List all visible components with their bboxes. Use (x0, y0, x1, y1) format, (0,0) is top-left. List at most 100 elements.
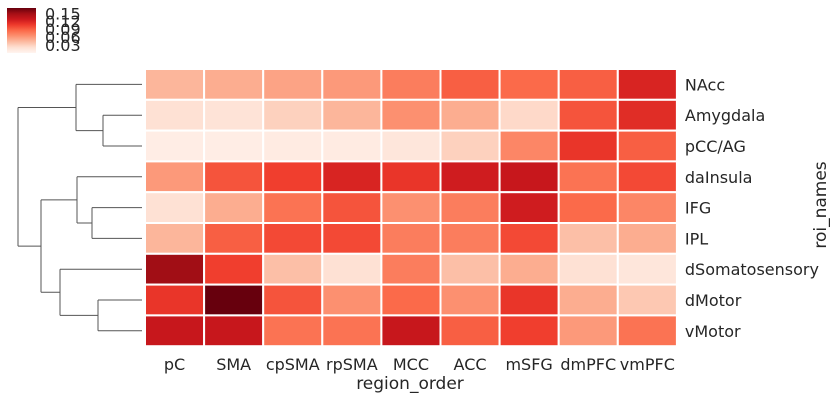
colorbar-tick-label: 0.03 (45, 36, 81, 55)
heatmap-cell (321, 283, 383, 317)
heatmap-cell (439, 283, 501, 317)
heatmap-cell (262, 160, 324, 194)
column-label: MCC (393, 355, 429, 374)
colorbar-tick-label: 0.06 (45, 28, 81, 47)
heatmap-cell (439, 129, 501, 163)
colorbar-gradient (7, 8, 36, 53)
heatmap-cell (439, 222, 501, 255)
heatmap-cell (203, 252, 265, 286)
heatmap-cell (144, 222, 206, 255)
heatmap-cell (203, 283, 265, 317)
heatmap-cell (498, 68, 560, 101)
heatmap-cell (321, 98, 383, 132)
heatmap-cell (616, 191, 678, 224)
heatmap-cell (262, 68, 324, 101)
column-label: SMA (216, 355, 251, 374)
heatmap-cell (380, 68, 442, 101)
row-label: dSomatosensory (685, 260, 819, 279)
heatmap-cell (321, 68, 383, 101)
heatmap-cell (557, 191, 619, 224)
heatmap-cell (616, 314, 678, 348)
heatmap-cell (203, 191, 265, 224)
heatmap-cell (203, 222, 265, 255)
heatmap-cell (144, 252, 206, 286)
heatmap-cell (380, 191, 442, 224)
heatmap-cell (380, 314, 442, 348)
heatmap-cell (380, 283, 442, 317)
heatmap-cell (262, 191, 324, 224)
heatmap-cell (380, 160, 442, 194)
heatmap-cell (439, 160, 501, 194)
heatmap-cell (262, 283, 324, 317)
heatmap-cell (557, 252, 619, 286)
heatmap-cell (557, 98, 619, 132)
column-label: ACC (454, 355, 487, 374)
heatmap-cells (144, 68, 678, 348)
heatmap-cell (321, 129, 383, 163)
heatmap-cell (144, 191, 206, 224)
row-label: vMotor (685, 322, 741, 341)
heatmap-cell (321, 191, 383, 224)
heatmap-cell (498, 98, 560, 132)
heatmap-cell (498, 252, 560, 286)
heatmap-cell (557, 283, 619, 317)
heatmap-cell (498, 222, 560, 255)
heatmap-cell (616, 160, 678, 194)
row-labels: NAcc Amygdala pCC/AG daInsula IFG IPL dSomatos… (685, 75, 819, 340)
row-label: dMotor (685, 291, 742, 310)
colorbar-tick-label: 0.15 (45, 4, 81, 23)
heatmap-cell (439, 252, 501, 286)
heatmap-cell (144, 314, 206, 348)
heatmap-cell (439, 314, 501, 348)
row-label: Amygdala (685, 106, 765, 125)
column-label: dmPFC (560, 355, 616, 374)
heatmap-cell (144, 283, 206, 317)
heatmap-cell (262, 129, 324, 163)
row-label: daInsula (685, 168, 753, 187)
heatmap-cell (380, 129, 442, 163)
heatmap-cell (439, 191, 501, 224)
heatmap-cell (321, 222, 383, 255)
heatmap-cell (262, 314, 324, 348)
row-label: IFG (685, 199, 711, 218)
heatmap-cell (498, 283, 560, 317)
heatmap-cell (616, 222, 678, 255)
heatmap-cell (144, 160, 206, 194)
heatmap-cell (321, 160, 383, 194)
heatmap-cell (616, 252, 678, 286)
colorbar: 0.150.120.090.060.03 (7, 4, 81, 55)
y-axis-label: roi_names (811, 161, 831, 248)
heatmap-cell (203, 160, 265, 194)
heatmap-cell (144, 68, 206, 101)
heatmap-cell (262, 252, 324, 286)
heatmap-cell (616, 98, 678, 132)
column-labels: pC SMA cpSMA rpSMA MCC ACC mSFG dmPFC vmPFC (164, 355, 675, 374)
heatmap-cell (262, 98, 324, 132)
colorbar-tick-label: 0.12 (45, 12, 81, 31)
column-label: rpSMA (326, 355, 378, 374)
heatmap-cell (321, 252, 383, 286)
heatmap-cell (321, 314, 383, 348)
column-label: cpSMA (266, 355, 320, 374)
row-label: NAcc (685, 75, 725, 94)
heatmap-cell (439, 98, 501, 132)
heatmap-cell (380, 252, 442, 286)
heatmap-cell (616, 129, 678, 163)
row-dendrogram (17, 83, 142, 332)
row-label: IPL (685, 229, 708, 248)
heatmap-cell (439, 68, 501, 101)
heatmap-cell (557, 68, 619, 101)
heatmap-cell (498, 160, 560, 194)
heatmap-cell (616, 283, 678, 317)
heatmap-cell (498, 129, 560, 163)
column-label: mSFG (505, 355, 552, 374)
x-axis-label: region_order (356, 374, 464, 394)
heatmap-cell (557, 160, 619, 194)
heatmap-cell (557, 222, 619, 255)
heatmap-cell (203, 68, 265, 101)
heatmap-cell (380, 98, 442, 132)
row-label: pCC/AG (685, 137, 746, 156)
heatmap-cell (498, 191, 560, 224)
column-label: vmPFC (620, 355, 675, 374)
